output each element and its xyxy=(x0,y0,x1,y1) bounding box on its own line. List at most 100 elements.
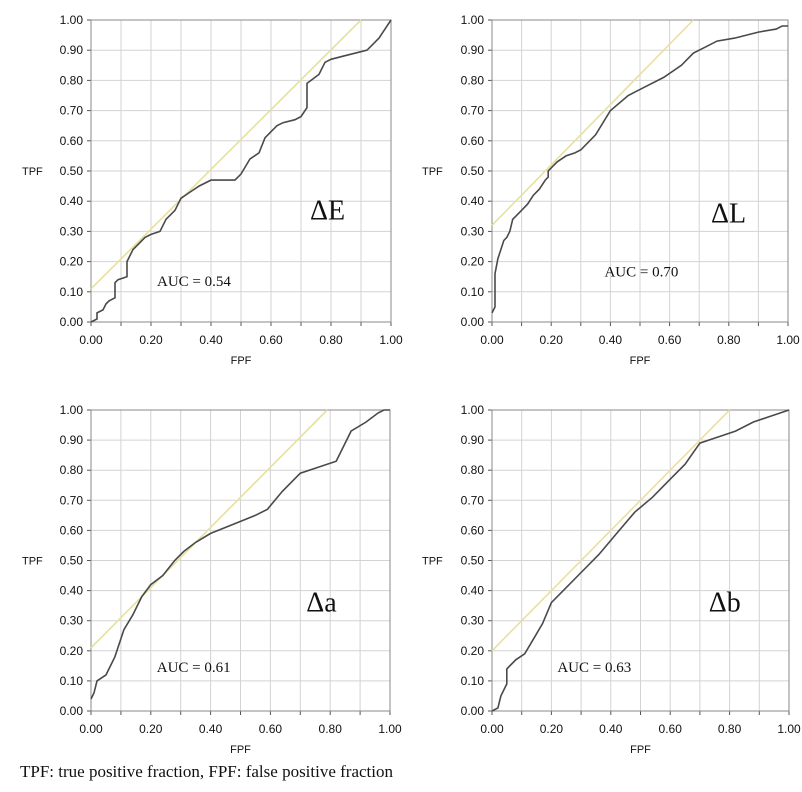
variable-label: Δb xyxy=(709,588,741,619)
y-tick-label: 0.20 xyxy=(60,644,84,658)
x-tick-label: 0.60 xyxy=(659,722,683,736)
y-axis-label: TPF xyxy=(422,556,443,568)
roc-curve-delta-e xyxy=(90,19,392,323)
y-tick-label: 0.20 xyxy=(461,255,485,269)
y-axis-label: TPF xyxy=(22,556,43,568)
plot-frame xyxy=(90,409,391,712)
x-tick-label: 1.00 xyxy=(777,722,801,736)
y-tick-label: 0.20 xyxy=(60,255,84,269)
y-tick-label: 1.00 xyxy=(461,403,485,417)
x-axis-label: FPF xyxy=(230,744,251,756)
y-tick-label: 0.10 xyxy=(461,674,485,688)
auc-annotation: AUC = 0.70 xyxy=(604,265,678,281)
chart-svg-delta-a: 0.00 0.10 0.20 0.30 0.40 0.50 0.60 0.70 0.80 0.90… xyxy=(22,403,402,756)
x-tick-label: 0.20 xyxy=(540,722,564,736)
chart-svg-delta-b: 0.00 0.10 0.20 0.30 0.40 0.50 0.60 0.70 0.80 0.90… xyxy=(422,403,801,756)
y-tick-label: 0.30 xyxy=(60,224,84,238)
y-tick-label: 0.60 xyxy=(461,523,485,537)
y-tick-label: 0.90 xyxy=(461,433,485,447)
x-tick-label: 1.00 xyxy=(776,333,800,347)
y-tick-label: 0.50 xyxy=(60,554,84,568)
y-tick-label: 0.30 xyxy=(60,614,84,628)
x-tick-label: 0.60 xyxy=(658,333,682,347)
plot-frame xyxy=(491,19,789,323)
x-tick-label: 0.20 xyxy=(139,333,163,347)
reference-line xyxy=(491,409,731,652)
plot-frame xyxy=(90,19,392,323)
x-tick-label: 0.00 xyxy=(79,333,103,347)
y-tick-label: 0.80 xyxy=(60,73,84,87)
auc-annotation: AUC = 0.61 xyxy=(157,660,231,676)
chart-svg-delta-l: 0.00 0.10 0.20 0.30 0.40 0.50 0.60 0.70 0.80 0.90… xyxy=(422,13,800,367)
y-tick-label: 0.90 xyxy=(60,43,84,57)
y-tick-label: 0.30 xyxy=(461,224,485,238)
reference-line xyxy=(90,19,362,290)
y-tick-label: 0.40 xyxy=(60,584,84,598)
x-tick-label: 0.80 xyxy=(718,722,742,736)
x-tick-label: 0.60 xyxy=(259,722,283,736)
y-tick-label: 0.80 xyxy=(60,463,84,477)
y-tick-label: 0.70 xyxy=(461,493,485,507)
y-tick-label: 0.60 xyxy=(60,134,84,148)
y-tick-label: 0.30 xyxy=(461,614,485,628)
y-tick-label: 1.00 xyxy=(60,13,84,27)
auc-annotation: AUC = 0.63 xyxy=(557,660,631,676)
y-tick-label: 0.00 xyxy=(461,315,485,329)
x-axis-label: FPF xyxy=(231,355,252,367)
roc-curve-delta-l xyxy=(491,25,788,314)
y-tick-label: 0.70 xyxy=(60,493,84,507)
x-tick-label: 1.00 xyxy=(378,722,402,736)
y-axis-label: TPF xyxy=(422,166,443,178)
x-tick-label: 0.40 xyxy=(599,722,623,736)
y-tick-label: 0.70 xyxy=(60,104,84,118)
chart-panel-delta-l: 0.00 0.10 0.20 0.30 0.40 0.50 0.60 0.70 0.80 0.90… xyxy=(400,0,800,380)
x-tick-label: 0.20 xyxy=(139,722,163,736)
y-tick-label: 0.00 xyxy=(60,704,84,718)
roc-curve-delta-b xyxy=(491,409,790,712)
y-tick-label: 0.40 xyxy=(60,194,84,208)
auc-annotation: AUC = 0.54 xyxy=(157,274,231,290)
variable-label: ΔL xyxy=(711,198,746,229)
x-tick-label: 0.80 xyxy=(319,722,343,736)
y-tick-label: 0.70 xyxy=(461,104,485,118)
x-axis-label: FPF xyxy=(630,744,651,756)
y-tick-label: 0.20 xyxy=(461,644,485,658)
plot-frame xyxy=(491,409,790,712)
y-tick-label: 1.00 xyxy=(60,403,84,417)
chart-panel-delta-a: 0.00 0.10 0.20 0.30 0.40 0.50 0.60 0.70 0.80 0.90… xyxy=(0,390,402,760)
reference-line xyxy=(491,19,694,226)
x-tick-label: 0.40 xyxy=(199,722,223,736)
y-tick-label: 0.40 xyxy=(461,194,485,208)
chart-panel-delta-b: 0.00 0.10 0.20 0.30 0.40 0.50 0.60 0.70 0.80 0.90… xyxy=(400,390,801,760)
variable-label: Δa xyxy=(306,588,337,619)
y-tick-label: 0.10 xyxy=(60,285,84,299)
y-tick-label: 0.80 xyxy=(461,463,485,477)
y-axis-label: TPF xyxy=(22,166,43,178)
y-tick-label: 0.50 xyxy=(461,164,485,178)
roc-curve-delta-a xyxy=(90,409,390,700)
y-tick-label: 0.10 xyxy=(461,285,485,299)
figure-caption: TPF: true positive fraction, FPF: false … xyxy=(20,762,394,781)
x-tick-label: 0.00 xyxy=(480,333,504,347)
chart-svg-delta-e: 0.00 0.10 0.20 0.30 0.40 0.50 0.60 0.70 0.80 0.90… xyxy=(22,13,403,367)
y-tick-label: 0.50 xyxy=(461,554,485,568)
y-tick-label: 0.80 xyxy=(461,73,485,87)
chart-panel-delta-e: 0.00 0.10 0.20 0.30 0.40 0.50 0.60 0.70 0.80 0.90… xyxy=(0,0,403,380)
y-tick-label: 0.00 xyxy=(461,704,485,718)
y-tick-label: 0.10 xyxy=(60,674,84,688)
x-tick-label: 0.20 xyxy=(540,333,564,347)
x-tick-label: 0.60 xyxy=(259,333,283,347)
y-tick-label: 0.40 xyxy=(461,584,485,598)
y-tick-label: 0.60 xyxy=(60,523,84,537)
reference-line xyxy=(90,409,328,649)
x-tick-label: 0.80 xyxy=(319,333,343,347)
x-tick-label: 0.00 xyxy=(79,722,103,736)
x-tick-label: 0.00 xyxy=(480,722,504,736)
x-tick-label: 1.00 xyxy=(379,333,403,347)
x-tick-label: 0.40 xyxy=(199,333,223,347)
y-tick-label: 0.00 xyxy=(60,315,84,329)
x-tick-label: 0.80 xyxy=(717,333,741,347)
y-tick-label: 0.90 xyxy=(461,43,485,57)
y-tick-label: 1.00 xyxy=(461,13,485,27)
y-tick-label: 0.60 xyxy=(461,134,485,148)
